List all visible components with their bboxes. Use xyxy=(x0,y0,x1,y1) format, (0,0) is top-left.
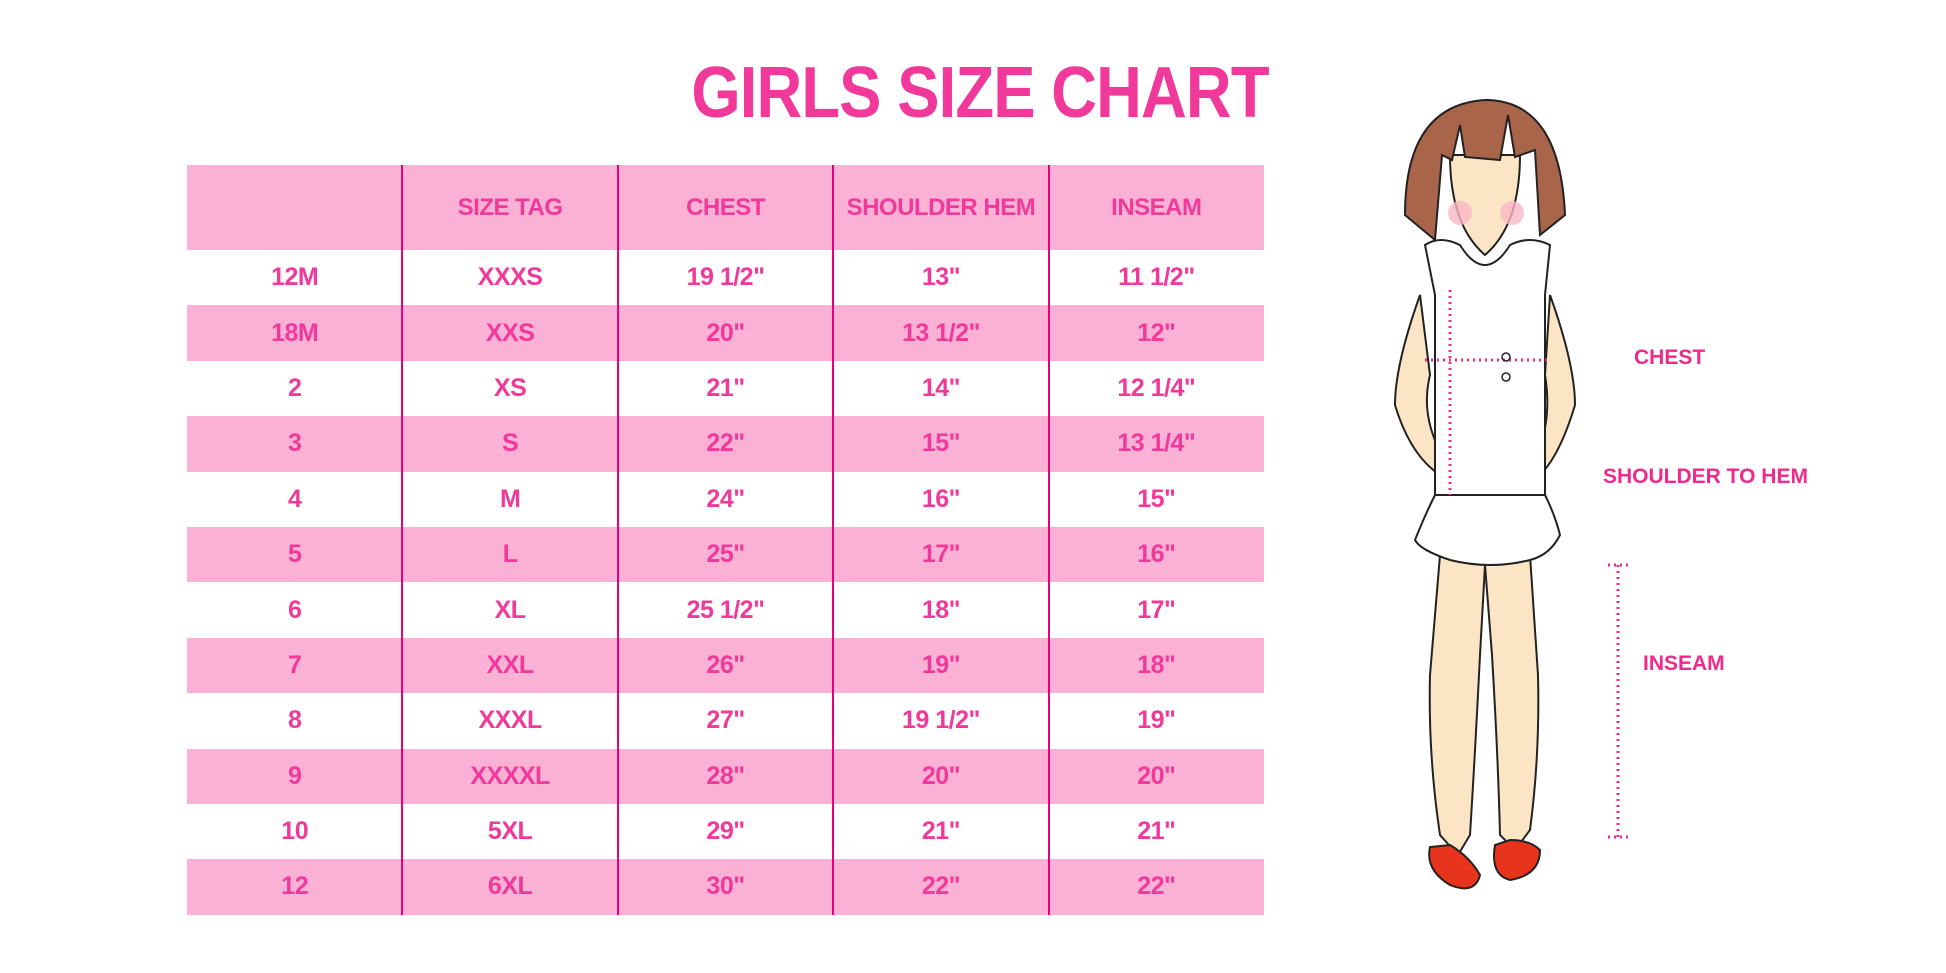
table-cell: 21" xyxy=(1137,817,1176,846)
table-row: 8 XXXL 27" 19 1/2" 19" xyxy=(187,693,1264,748)
table-row: 5 L 25" 17" 16" xyxy=(187,526,1264,583)
table-cell: 13 1/4" xyxy=(1117,429,1196,458)
table-cell: 15" xyxy=(1137,484,1176,513)
inseam-label: INSEAM xyxy=(1643,652,1725,675)
table-cell: 27" xyxy=(706,706,745,735)
table-row: 6 XL 25 1/2" 18" 17" xyxy=(187,582,1264,637)
table-cell: 15" xyxy=(921,429,961,458)
table-cell: 12M xyxy=(271,263,319,292)
table-cell: 24" xyxy=(706,484,745,513)
table-cell: 22" xyxy=(921,872,961,901)
table-cell: 19" xyxy=(921,650,961,679)
table-cell: M xyxy=(499,484,521,513)
shoulder-to-hem-label: SHOULDER TO HEM xyxy=(1603,465,1808,488)
table-cell: 8 xyxy=(288,706,302,735)
table-cell: 16" xyxy=(1137,540,1176,569)
table-cell: 30" xyxy=(706,872,745,901)
table-cell: XXXL xyxy=(478,706,542,735)
table-cell: 12 xyxy=(281,872,309,901)
table-cell: 6XL xyxy=(487,872,533,901)
table-cell: 4 xyxy=(288,484,302,513)
table-cell: 22" xyxy=(706,429,745,458)
table-row: 9 XXXXL 28" 20" 20" xyxy=(187,748,1264,804)
header-cell: SHOULDER HEM xyxy=(846,193,1036,221)
table-cell: XXL xyxy=(486,650,535,679)
table-row: 7 XXL 26" 19" 18" xyxy=(187,637,1264,694)
size-table: SIZE TAG CHEST SHOULDER HEM INSEAM 12M XX… xyxy=(187,165,1264,915)
table-cell: 17" xyxy=(1137,595,1176,624)
table-cell: 5 xyxy=(288,540,302,569)
table-cell: 18" xyxy=(921,595,961,624)
table-cell: 13 1/2" xyxy=(901,318,980,347)
table-header: SIZE TAG CHEST SHOULDER HEM INSEAM xyxy=(187,165,1264,250)
table-cell: 25" xyxy=(706,540,745,569)
column-divider xyxy=(832,165,834,915)
table-cell: 2 xyxy=(288,373,302,402)
table-cell: XL xyxy=(494,595,526,624)
table-cell: 18M xyxy=(271,318,319,347)
table-cell: 5XL xyxy=(487,817,533,846)
table-row: 2 XS 21" 14" 12 1/4" xyxy=(187,361,1264,416)
table-row: 12M XXXS 19 1/2" 13" 11 1/2" xyxy=(187,250,1264,305)
table-row: 18M XXS 20" 13 1/2" 12" xyxy=(187,305,1264,361)
table-cell: 13" xyxy=(921,263,961,292)
table-cell: XS xyxy=(493,373,527,402)
table-cell: 7 xyxy=(288,650,302,679)
table-cell: 9 xyxy=(288,761,302,790)
table-cell: 11 1/2" xyxy=(1118,263,1195,292)
header-cell: CHEST xyxy=(686,193,765,221)
table-cell: L xyxy=(502,540,518,569)
table-row: 3 S 22" 15" 13 1/4" xyxy=(187,416,1264,472)
shoe-icon xyxy=(1428,843,1482,890)
table-cell: 20" xyxy=(1137,761,1176,790)
table-cell: 20" xyxy=(706,318,745,347)
table-cell: 12 1/4" xyxy=(1117,373,1196,402)
table-cell: 20" xyxy=(921,761,961,790)
table-cell: 14" xyxy=(921,373,961,402)
column-divider xyxy=(617,165,619,915)
table-cell: 10 xyxy=(281,817,309,846)
table-cell: XXS xyxy=(485,318,535,347)
hair-icon xyxy=(1403,98,1567,243)
table-cell: XXXS xyxy=(477,263,543,292)
column-divider xyxy=(401,165,403,915)
header-cell: SIZE TAG xyxy=(457,193,563,221)
header-cell: INSEAM xyxy=(1111,193,1202,221)
chest-label: CHEST xyxy=(1634,346,1706,369)
table-cell: 22" xyxy=(1137,872,1176,901)
table-cell: 19" xyxy=(1137,706,1176,735)
table-cell: S xyxy=(502,429,519,458)
girl-illustration xyxy=(1393,98,1628,890)
page-title: GIRLS SIZE CHART xyxy=(691,53,1269,133)
table-cell: 29" xyxy=(706,817,745,846)
table-cell: 28" xyxy=(706,761,745,790)
column-divider xyxy=(1048,165,1050,915)
table-cell: 3 xyxy=(288,429,302,458)
table-cell: 21" xyxy=(706,373,745,402)
table-cell: 19 1/2" xyxy=(686,263,765,292)
table-cell: 19 1/2" xyxy=(901,706,980,735)
table-cell: 21" xyxy=(921,817,961,846)
table-row: 4 M 24" 16" 15" xyxy=(187,472,1264,527)
table-cell: XXXXL xyxy=(470,761,550,790)
table-cell: 16" xyxy=(921,484,961,513)
table-cell: 18" xyxy=(1137,650,1176,679)
table-row: 12 6XL 30" 22" 22" xyxy=(187,859,1264,915)
table-cell: 6 xyxy=(288,595,302,624)
table-cell: 17" xyxy=(921,540,961,569)
table-row: 10 5XL 29" 21" 21" xyxy=(187,804,1264,859)
table-cell: 12" xyxy=(1137,318,1176,347)
table-cell: 26" xyxy=(706,650,745,679)
table-cell: 25 1/2" xyxy=(686,595,765,624)
